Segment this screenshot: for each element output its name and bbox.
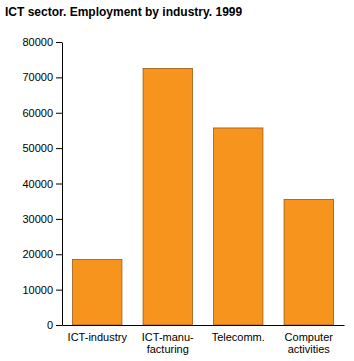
y-tick-label: 50000 <box>22 142 53 154</box>
bar <box>73 260 122 325</box>
y-tick-label: 10000 <box>22 284 53 296</box>
y-tick-label: 20000 <box>22 248 53 260</box>
x-tick: Computeractivities <box>285 325 334 355</box>
y-tick: 80000 <box>22 36 62 48</box>
x-axis: ICT-industry ICT-manu-facturing Telecomm. C… <box>63 325 345 355</box>
x-tick: Telecomm. <box>212 325 265 343</box>
x-tick-label: ICT-industry <box>68 331 128 343</box>
y-tick-mark <box>56 113 62 114</box>
x-tick-label-line: facturing <box>147 343 189 355</box>
y-tick-label: 60000 <box>22 107 53 119</box>
y-tick: 60000 <box>22 107 62 119</box>
y-tick: 0 <box>47 319 62 331</box>
y-tick-label: 30000 <box>22 213 53 225</box>
chart: ICT sector. Employment by industry. 1999… <box>0 0 354 361</box>
plot: 0 10000 20000 30000 40000 50000 60000 70000 8000… <box>22 36 344 355</box>
y-tick-label: 70000 <box>22 71 53 83</box>
y-tick: 50000 <box>22 142 62 154</box>
x-tick-label: Computeractivities <box>285 331 334 356</box>
x-tick-label-line: activities <box>288 343 331 355</box>
y-tick-mark <box>56 290 62 291</box>
y-tick: 40000 <box>22 178 62 190</box>
y-tick-mark <box>56 219 62 220</box>
x-tick-label-line: Telecomm. <box>212 331 265 343</box>
y-tick: 20000 <box>22 248 62 260</box>
y-tick: 10000 <box>22 284 62 296</box>
y-axis: 0 10000 20000 30000 40000 50000 60000 70000 8000… <box>22 36 62 331</box>
y-tick-label: 40000 <box>22 178 53 190</box>
x-tick-label: Telecomm. <box>212 331 265 343</box>
bar <box>284 199 333 325</box>
y-axis-line <box>62 43 63 326</box>
x-tick-label-line: ICT-industry <box>68 331 128 343</box>
y-tick-label: 80000 <box>22 36 53 48</box>
x-tick: ICT-manu-facturing <box>142 325 194 355</box>
y-tick-label: 0 <box>47 319 53 331</box>
x-tick-label-line: Computer <box>285 331 334 343</box>
x-tick-label: ICT-manu-facturing <box>142 331 194 356</box>
y-tick: 70000 <box>22 71 62 83</box>
y-tick-mark <box>56 42 62 43</box>
x-tick: ICT-industry <box>68 325 128 343</box>
y-tick-mark <box>56 184 62 185</box>
y-tick-mark <box>56 148 62 149</box>
x-axis-line <box>63 325 345 326</box>
y-tick-mark <box>56 325 62 326</box>
bar <box>143 69 192 325</box>
y-tick-mark <box>56 77 62 78</box>
x-tick-label-line: ICT-manu- <box>142 331 194 343</box>
title: ICT sector. Employment by industry. 1999 <box>5 5 243 19</box>
y-tick-mark <box>56 254 62 255</box>
bar <box>214 128 263 325</box>
y-tick: 30000 <box>22 213 62 225</box>
bars <box>73 69 334 325</box>
